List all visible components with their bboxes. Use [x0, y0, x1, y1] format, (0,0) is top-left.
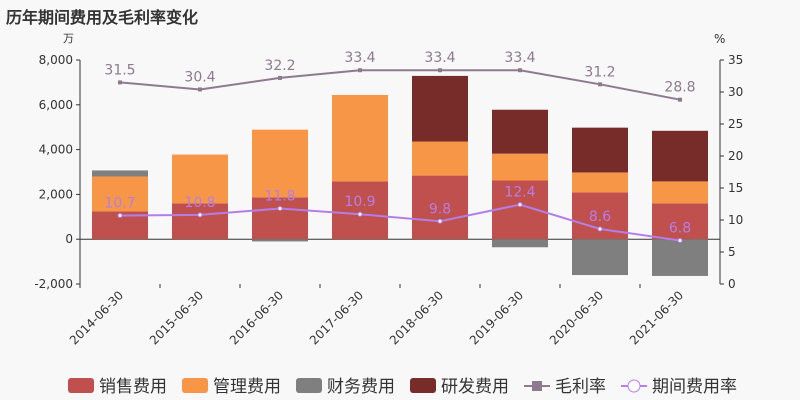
point-毛利率 — [198, 87, 202, 92]
data-label-期间费用率: 8.6 — [589, 209, 611, 225]
point-期间费用率 — [277, 205, 283, 211]
point-毛利率 — [278, 75, 282, 80]
bar-研发费用 — [572, 127, 628, 173]
right-tick-label: 15 — [728, 181, 743, 195]
point-期间费用率 — [197, 212, 203, 218]
left-tick-label: 6,000 — [39, 98, 73, 112]
data-label-毛利率: 32.2 — [264, 58, 295, 74]
data-label-毛利率: 31.2 — [584, 64, 615, 80]
point-毛利率 — [678, 97, 682, 102]
chart-title: 历年期间费用及毛利率变化 — [6, 8, 199, 27]
right-tick-label: 25 — [728, 117, 743, 131]
point-期间费用率 — [517, 202, 523, 208]
left-axis-unit: 万 — [63, 32, 74, 45]
right-tick-label: 30 — [728, 85, 743, 99]
point-毛利率 — [118, 80, 122, 85]
data-label-期间费用率: 9.8 — [429, 201, 451, 217]
point-期间费用率 — [117, 213, 123, 219]
right-tick-label: 35 — [728, 53, 743, 67]
right-tick-label: 10 — [728, 213, 743, 227]
x-tick-label: 2017-06-30 — [307, 288, 366, 347]
bar-财务费用 — [252, 239, 308, 242]
bar-销售费用 — [252, 197, 308, 240]
point-期间费用率 — [677, 237, 683, 243]
bar-管理费用 — [332, 94, 388, 182]
point-毛利率 — [438, 68, 442, 73]
line-毛利率 — [119, 69, 681, 101]
legend-label: 期间费用率 — [652, 377, 737, 397]
bar-财务费用 — [652, 239, 708, 276]
x-tick-label: 2015-06-30 — [147, 288, 206, 347]
right-tick-label: 5 — [728, 245, 736, 259]
data-label-期间费用率: 11.8 — [264, 188, 295, 204]
bar-销售费用 — [412, 175, 468, 240]
right-tick-label: 0 — [728, 277, 736, 291]
bar-研发费用 — [492, 109, 548, 154]
bar-财务费用 — [572, 239, 628, 276]
x-tick-label: 2020-06-30 — [547, 288, 606, 347]
point-毛利率 — [598, 82, 602, 87]
left-tick-label: 0 — [65, 232, 73, 246]
legend-label: 销售费用 — [99, 377, 167, 397]
data-label-毛利率: 31.5 — [104, 62, 135, 78]
data-label-毛利率: 33.4 — [344, 50, 375, 66]
legend-swatch — [410, 378, 436, 393]
bar-研发费用 — [652, 130, 708, 182]
bar-管理费用 — [572, 172, 628, 193]
legend-swatch — [296, 378, 322, 393]
left-tick-label: -2,000 — [34, 277, 73, 291]
point-毛利率 — [518, 68, 522, 73]
x-tick-label: 2016-06-30 — [227, 288, 286, 347]
legend-swatch — [68, 378, 94, 393]
data-label-期间费用率: 12.4 — [504, 185, 535, 201]
left-tick-label: 2,000 — [39, 187, 73, 201]
x-tick-label: 2018-06-30 — [387, 288, 446, 347]
bar-销售费用 — [172, 203, 228, 240]
bar-财务费用 — [492, 239, 548, 248]
right-tick-label: 20 — [728, 149, 743, 163]
bar-管理费用 — [492, 153, 548, 181]
data-label-毛利率: 30.4 — [184, 69, 215, 85]
legend-label: 管理费用 — [213, 377, 281, 397]
data-label-毛利率: 28.8 — [664, 80, 695, 96]
legend-swatch — [182, 378, 208, 393]
bar-管理费用 — [412, 141, 468, 176]
point-期间费用率 — [357, 211, 363, 217]
point-毛利率 — [358, 68, 362, 73]
data-label-期间费用率: 10.7 — [104, 196, 135, 212]
bar-管理费用 — [252, 129, 308, 198]
bar-管理费用 — [92, 176, 148, 212]
legend-marker — [627, 379, 641, 393]
point-期间费用率 — [597, 226, 603, 232]
right-axis-unit: % — [714, 32, 725, 46]
legend-label: 研发费用 — [441, 377, 509, 397]
bar-销售费用 — [652, 203, 708, 240]
data-label-毛利率: 33.4 — [424, 50, 455, 66]
bar-管理费用 — [652, 181, 708, 204]
bar-销售费用 — [332, 181, 388, 240]
legend-label: 毛利率 — [555, 377, 606, 397]
data-label-期间费用率: 10.9 — [344, 194, 375, 210]
data-label-毛利率: 33.4 — [504, 50, 535, 66]
legend-label: 财务费用 — [327, 377, 395, 397]
legend-marker — [532, 381, 542, 391]
x-tick-label: 2019-06-30 — [467, 288, 526, 347]
bar-管理费用 — [172, 154, 228, 204]
left-tick-label: 4,000 — [39, 143, 73, 157]
bar-财务费用 — [92, 170, 148, 177]
x-tick-label: 2021-06-30 — [627, 288, 686, 347]
data-label-期间费用率: 6.8 — [669, 220, 691, 236]
x-tick-label: 2014-06-30 — [67, 288, 126, 347]
data-label-期间费用率: 10.8 — [184, 195, 215, 211]
left-tick-label: 8,000 — [39, 53, 73, 67]
bar-研发费用 — [412, 75, 468, 142]
line-期间费用率 — [119, 203, 681, 242]
point-期间费用率 — [437, 218, 443, 224]
